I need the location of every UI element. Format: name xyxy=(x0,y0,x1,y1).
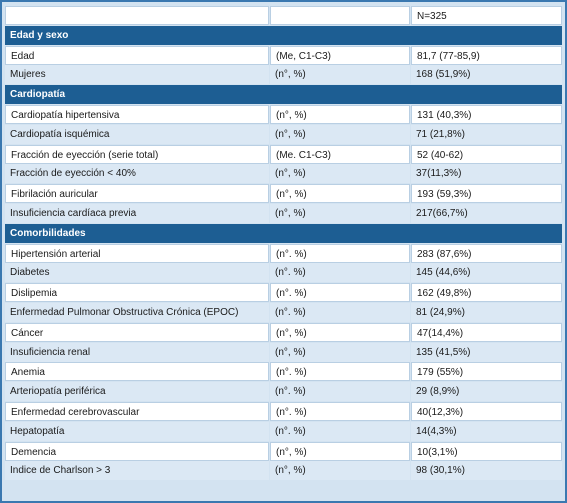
data-row: Hepatopatía (n°. %) 14(4,3%) xyxy=(5,421,562,441)
section-title: Comorbilidades xyxy=(10,227,86,239)
data-row: Fracción de eyección (serie total) (Me. C… xyxy=(5,144,562,164)
data-cell: Anemia xyxy=(5,362,269,382)
data-cell: 47(14,4%) xyxy=(411,322,562,342)
data-cell: Cardiopatía hipertensiva xyxy=(5,105,269,124)
data-cell: (n°, %) xyxy=(270,124,410,144)
data-cell: Enfermedad Pulmonar Obstructiva Crónica … xyxy=(5,303,269,322)
data-row: Cardiopatía isquémica (n°, %) 71 (21,8%) xyxy=(5,124,562,144)
data-cell: Fracción de eyección (serie total) xyxy=(5,144,269,164)
data-row: Enfermedad Pulmonar Obstructiva Crónica … xyxy=(5,303,562,322)
header-row: N=325 xyxy=(5,6,562,25)
data-row: Demencia (n°, %) 10(3,1%) xyxy=(5,441,562,461)
data-cell: (n°, %) xyxy=(270,461,410,481)
data-cell: 217(66,7%) xyxy=(411,204,562,223)
data-cell: 145 (44,6%) xyxy=(411,263,562,283)
data-cell: (n°. %) xyxy=(270,382,410,402)
data-cell: (n°. %) xyxy=(270,243,410,263)
data-row: Diabetes (n°. %) 145 (44,6%) xyxy=(5,263,562,283)
data-cell: Demencia xyxy=(5,441,269,461)
data-cell: (n°, %) xyxy=(270,65,410,85)
data-cell: 131 (40,3%) xyxy=(411,105,562,124)
data-row: Cardiopatía hipertensiva (n°, %) 131 (40,3… xyxy=(5,105,562,124)
header-cell xyxy=(270,6,410,25)
data-cell: Edad xyxy=(5,45,269,65)
data-cell: 135 (41,5%) xyxy=(411,342,562,362)
data-row: Fracción de eyección < 40% (n°, %) 37(11,3… xyxy=(5,164,562,184)
section-row: Cardiopatía xyxy=(5,85,562,105)
data-row: Anemia (n°. %) 179 (55%) xyxy=(5,362,562,382)
data-row: Insuficiencia renal (n°, %) 135 (41,5%) xyxy=(5,342,562,362)
data-cell: 81,7 (77-85,9) xyxy=(411,45,562,65)
data-cell: (n°. %) xyxy=(270,283,410,303)
data-cell: Mujeres xyxy=(5,65,269,85)
data-cell: 29 (8,9%) xyxy=(411,382,562,402)
data-cell: 81 (24,9%) xyxy=(411,303,562,322)
data-cell: (n°, %) xyxy=(270,441,410,461)
section-row: Comorbilidades xyxy=(5,223,562,243)
data-cell: (n°. %) xyxy=(270,402,410,421)
data-cell: Hipertensión arterial xyxy=(5,243,269,263)
data-cell: 37(11,3%) xyxy=(411,164,562,184)
data-row: Arteriopatía periférica (n°. %) 29 (8,9%) xyxy=(5,382,562,402)
data-row: Mujeres (n°, %) 168 (51,9%) xyxy=(5,65,562,85)
data-cell: Fibrilación auricular xyxy=(5,184,269,204)
data-cell: (n°. %) xyxy=(270,303,410,322)
data-cell: 162 (49,8%) xyxy=(411,283,562,303)
data-cell: Cáncer xyxy=(5,322,269,342)
data-cell: 10(3,1%) xyxy=(411,441,562,461)
data-cell: (n°. %) xyxy=(270,421,410,441)
data-cell: (n°, %) xyxy=(270,184,410,204)
section-title: Edad y sexo xyxy=(10,29,69,41)
data-cell: (n°, %) xyxy=(270,164,410,184)
data-row: Edad (Me, C1-C3) 81,7 (77-85,9) xyxy=(5,45,562,65)
data-cell: 40(12,3%) xyxy=(411,402,562,421)
data-cell: Diabetes xyxy=(5,263,269,283)
header-cell: N=325 xyxy=(411,6,562,25)
data-cell: (n°. %) xyxy=(270,362,410,382)
data-cell: (n°, %) xyxy=(270,204,410,223)
data-cell: Insuficiencia renal xyxy=(5,342,269,362)
data-cell: 14(4,3%) xyxy=(411,421,562,441)
data-cell: 193 (59,3%) xyxy=(411,184,562,204)
data-cell: 52 (40-62) xyxy=(411,144,562,164)
data-row: Enfermedad cerebrovascular (n°. %) 40(12,3… xyxy=(5,402,562,421)
data-cell: 71 (21,8%) xyxy=(411,124,562,144)
data-cell: Cardiopatía isquémica xyxy=(5,124,269,144)
data-cell: Arteriopatía periférica xyxy=(5,382,269,402)
data-cell: Dislipemia xyxy=(5,283,269,303)
data-cell: 179 (55%) xyxy=(411,362,562,382)
data-row: Indice de Charlson > 3 (n°, %) 98 (30,1%) xyxy=(5,461,562,481)
data-cell: (Me. C1-C3) xyxy=(270,144,410,164)
data-cell: (n°, %) xyxy=(270,342,410,362)
header-cell xyxy=(5,6,269,25)
data-cell: (Me, C1-C3) xyxy=(270,45,410,65)
data-cell: Hepatopatía xyxy=(5,421,269,441)
section-title: Cardiopatía xyxy=(10,89,66,101)
data-cell: 283 (87,6%) xyxy=(411,243,562,263)
data-cell: Fracción de eyección < 40% xyxy=(5,164,269,184)
data-cell: (n°, %) xyxy=(270,105,410,124)
section-row: Edad y sexo xyxy=(5,25,562,45)
data-cell: Insuficiencia cardíaca previa xyxy=(5,204,269,223)
data-cell: Indice de Charlson > 3 xyxy=(5,461,269,481)
data-cell: 168 (51,9%) xyxy=(411,65,562,85)
data-cell: 98 (30,1%) xyxy=(411,461,562,481)
data-cell: (n°. %) xyxy=(270,263,410,283)
data-cell: Enfermedad cerebrovascular xyxy=(5,402,269,421)
data-row: Hipertensión arterial (n°. %) 283 (87,6%) xyxy=(5,243,562,263)
data-row: Cáncer (n°, %) 47(14,4%) xyxy=(5,322,562,342)
data-cell: (n°, %) xyxy=(270,322,410,342)
data-row: Dislipemia (n°. %) 162 (49,8%) xyxy=(5,283,562,303)
data-row: Insuficiencia cardíaca previa (n°, %) 217(… xyxy=(5,204,562,223)
data-row: Fibrilación auricular (n°, %) 193 (59,3%) xyxy=(5,184,562,204)
